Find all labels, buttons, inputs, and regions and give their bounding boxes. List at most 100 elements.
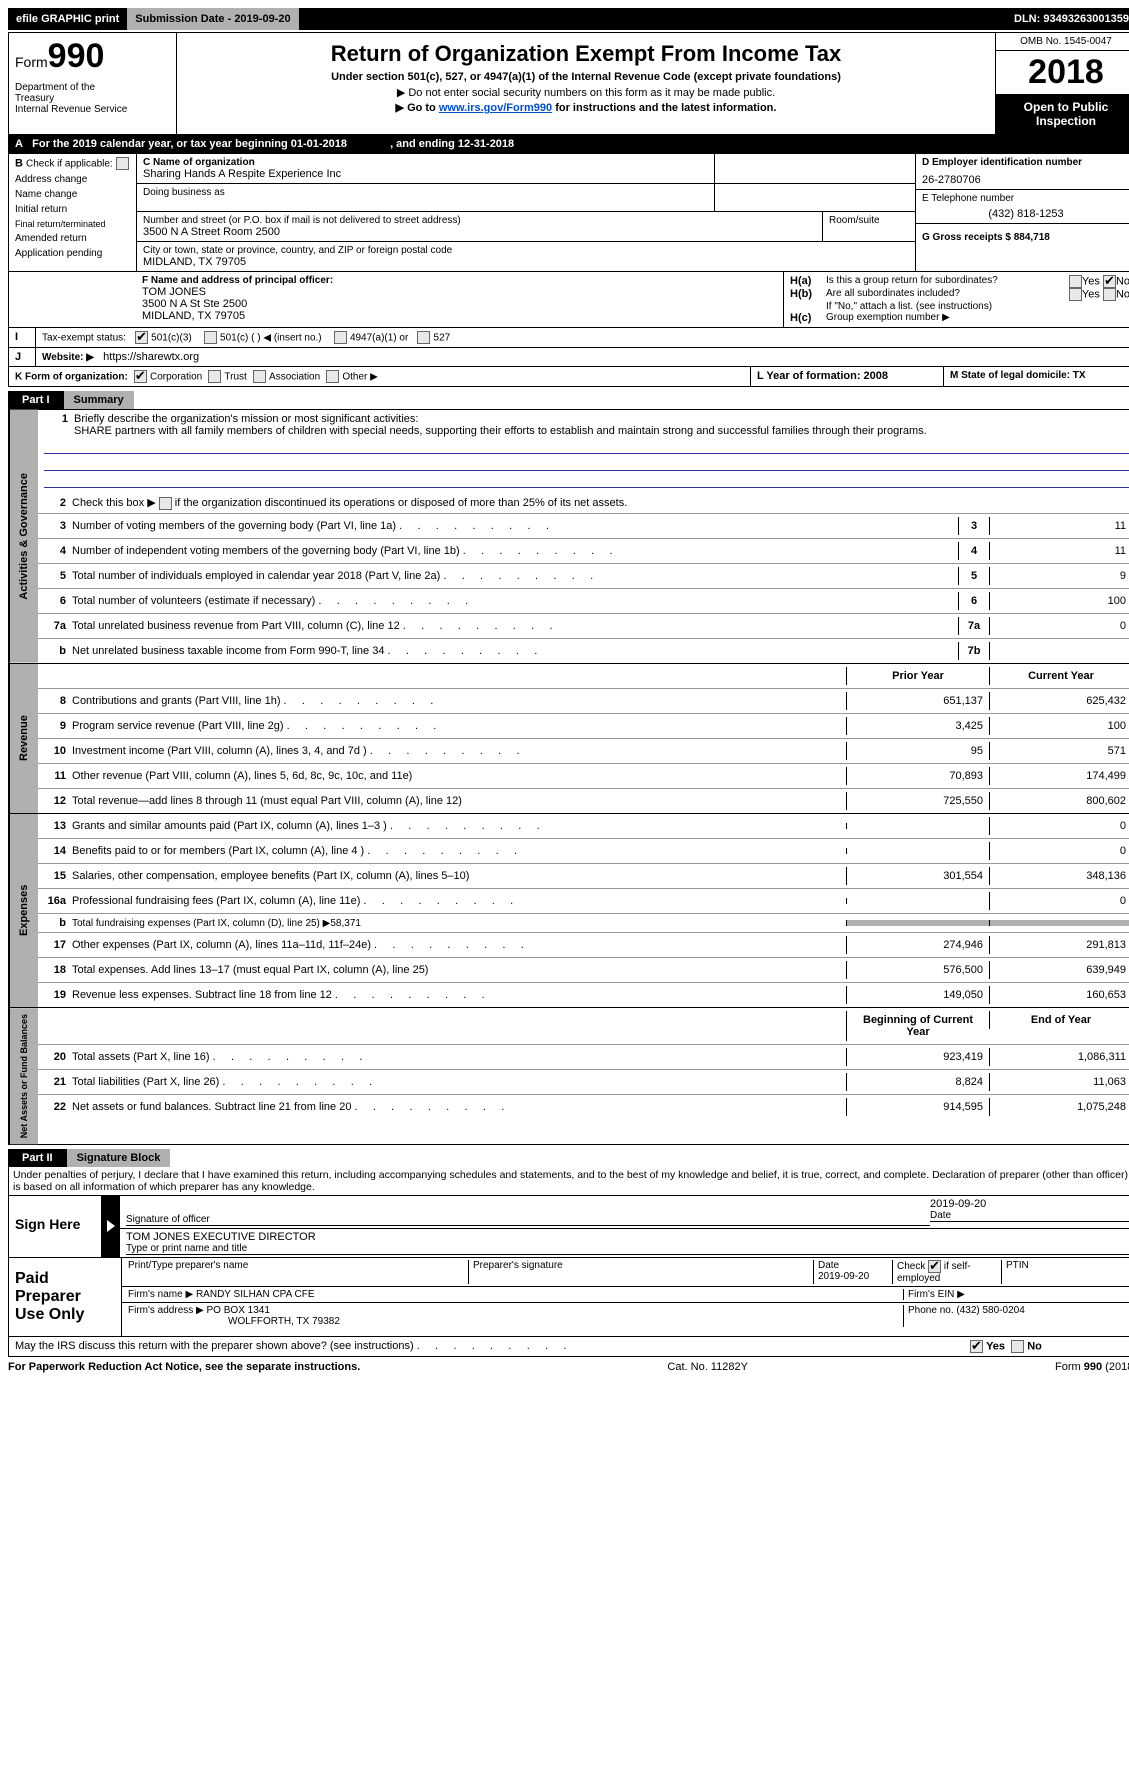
discuss-text: May the IRS discuss this return with the… bbox=[15, 1340, 970, 1353]
firm-phone: Phone no. (432) 580-0204 bbox=[903, 1305, 1129, 1327]
p20: 923,419 bbox=[846, 1048, 989, 1066]
c10: 571 bbox=[989, 742, 1129, 760]
a-ending: , and ending 12-31-2018 bbox=[390, 138, 514, 150]
l18: Total expenses. Add lines 13–17 (must eq… bbox=[72, 964, 846, 976]
row-klm: K Form of organization: Corporation Trus… bbox=[8, 367, 1129, 387]
col-current: Current Year bbox=[989, 667, 1129, 685]
declaration: Under penalties of perjury, I declare th… bbox=[8, 1167, 1129, 1196]
website[interactable]: https://sharewtx.org bbox=[103, 351, 199, 363]
yes-lbl: Yes bbox=[1082, 275, 1100, 287]
check-self-employed[interactable] bbox=[928, 1260, 941, 1273]
officer-print-name: TOM JONES EXECUTIVE DIRECTOR bbox=[126, 1231, 1129, 1243]
check-4947[interactable] bbox=[334, 331, 347, 344]
c17: 291,813 bbox=[989, 936, 1129, 954]
l6: Total number of volunteers (estimate if … bbox=[72, 595, 958, 607]
col-begin: Beginning of Current Year bbox=[846, 1011, 989, 1041]
v6: 100 bbox=[990, 592, 1129, 610]
section-net: Net Assets or Fund Balances Beginning of… bbox=[8, 1008, 1129, 1145]
l7a: Total unrelated business revenue from Pa… bbox=[72, 620, 958, 632]
v3: 11 bbox=[990, 517, 1129, 535]
l3: Number of voting members of the governin… bbox=[72, 520, 958, 532]
row-i: I Tax-exempt status: 501(c)(3) 501(c) ( … bbox=[8, 328, 1129, 348]
footer-left: For Paperwork Reduction Act Notice, see … bbox=[8, 1361, 360, 1373]
check-527[interactable] bbox=[417, 331, 430, 344]
shade-cell bbox=[989, 920, 1129, 926]
section-de: D Employer identification number 26-2780… bbox=[916, 154, 1129, 271]
check-trust[interactable] bbox=[208, 370, 221, 383]
firm-addr1: PO BOX 1341 bbox=[207, 1305, 270, 1316]
l4: Number of independent voting members of … bbox=[72, 545, 958, 557]
sign-here-label: Sign Here bbox=[9, 1196, 102, 1257]
p15: 301,554 bbox=[846, 867, 989, 885]
sidelabel-exp: Expenses bbox=[9, 814, 38, 1007]
k-trust: Trust bbox=[224, 371, 246, 382]
check-501c[interactable] bbox=[204, 331, 217, 344]
discuss-yes[interactable] bbox=[970, 1340, 983, 1353]
f-lbl: F Name and address of principal officer: bbox=[142, 275, 777, 286]
k-corp: Corporation bbox=[150, 371, 202, 382]
ha-text: Is this a group return for subordinates? bbox=[826, 275, 1069, 288]
i-c3: 501(c)(3) bbox=[151, 332, 192, 343]
k-lbl: K Form of organization: bbox=[15, 371, 128, 382]
l1-lbl: Briefly describe the organization's miss… bbox=[74, 413, 418, 425]
ha-no[interactable] bbox=[1103, 275, 1116, 288]
c16a: 0 bbox=[989, 892, 1129, 910]
check-assoc[interactable] bbox=[253, 370, 266, 383]
ha-yes[interactable] bbox=[1069, 275, 1082, 288]
officer-addr1: 3500 N A St Ste 2500 bbox=[142, 298, 777, 310]
p21: 8,824 bbox=[846, 1073, 989, 1091]
v5: 9 bbox=[990, 567, 1129, 585]
l-lbl: L Year of formation: 2008 bbox=[757, 370, 888, 382]
i-a1: 4947(a)(1) or bbox=[350, 332, 408, 343]
hb-yes[interactable] bbox=[1069, 288, 1082, 301]
p13 bbox=[846, 823, 989, 829]
b-label: Check if applicable: bbox=[26, 158, 113, 169]
v7a: 0 bbox=[990, 617, 1129, 635]
check-corp[interactable] bbox=[134, 370, 147, 383]
p14 bbox=[846, 848, 989, 854]
c15: 348,136 bbox=[989, 867, 1129, 885]
hb-no[interactable] bbox=[1103, 288, 1116, 301]
p11: 70,893 bbox=[846, 767, 989, 785]
c11: 174,499 bbox=[989, 767, 1129, 785]
prep-col2: Preparer's signature bbox=[469, 1260, 814, 1284]
date-lbl: Date bbox=[930, 1210, 1129, 1222]
sidelabel-net: Net Assets or Fund Balances bbox=[9, 1008, 38, 1144]
l19: Revenue less expenses. Subtract line 18 … bbox=[72, 989, 846, 1001]
opt-final-return: Final return/terminated bbox=[15, 219, 130, 229]
phone: (432) 818-1253 bbox=[922, 208, 1129, 220]
c18: 639,949 bbox=[989, 961, 1129, 979]
opt-initial-return: Initial return bbox=[15, 204, 130, 215]
check-other[interactable] bbox=[326, 370, 339, 383]
c12: 800,602 bbox=[989, 792, 1129, 810]
sign-here-row: Sign Here Signature of officer 2019-09-2… bbox=[8, 1196, 1129, 1258]
note2-post: for instructions and the latest informat… bbox=[552, 102, 776, 114]
irs-link[interactable]: www.irs.gov/Form990 bbox=[439, 102, 552, 114]
check-501c3[interactable] bbox=[135, 331, 148, 344]
preparer-row: PaidPreparerUse Only Print/Type preparer… bbox=[8, 1258, 1129, 1337]
k-assoc: Association bbox=[269, 371, 320, 382]
efile-button[interactable]: efile GRAPHIC print bbox=[8, 8, 127, 30]
discuss-no[interactable] bbox=[1011, 1340, 1024, 1353]
prep-col1: Print/Type preparer's name bbox=[128, 1260, 469, 1284]
a-text: For the 2019 calendar year, or tax year … bbox=[32, 138, 347, 150]
submission-date-button[interactable]: Submission Date - 2019-09-20 bbox=[127, 8, 298, 30]
l10: Investment income (Part VIII, column (A)… bbox=[72, 745, 846, 757]
officer-name: TOM JONES bbox=[142, 286, 777, 298]
v4: 11 bbox=[990, 542, 1129, 560]
no-lbl: No bbox=[1116, 275, 1129, 287]
bcd-row: B Check if applicable: Address change Na… bbox=[8, 154, 1129, 272]
p22: 914,595 bbox=[846, 1098, 989, 1116]
tax-year: 2018 bbox=[996, 51, 1129, 94]
check-l2[interactable] bbox=[159, 497, 172, 510]
year-box: OMB No. 1545-0047 2018 Open to Public In… bbox=[996, 33, 1129, 134]
i-527: 527 bbox=[434, 332, 451, 343]
p19: 149,050 bbox=[846, 986, 989, 1004]
check-b[interactable] bbox=[116, 157, 129, 170]
prep-col5: PTIN bbox=[1002, 1260, 1129, 1284]
opt-address-change: Address change bbox=[15, 174, 130, 185]
form-number-box: Form990 Department of theTreasuryInterna… bbox=[9, 33, 177, 134]
part1-lbl: Part I bbox=[8, 391, 64, 409]
org-name: Sharing Hands A Respite Experience Inc bbox=[143, 168, 708, 180]
l14: Benefits paid to or for members (Part IX… bbox=[72, 845, 846, 857]
